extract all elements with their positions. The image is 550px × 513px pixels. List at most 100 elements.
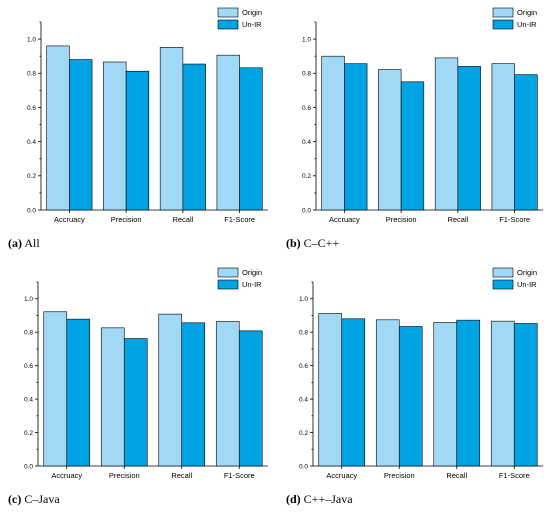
bar-origin — [378, 69, 402, 211]
caption-text: C–C++ — [303, 236, 340, 250]
bar-origin — [43, 311, 68, 467]
legend-swatch — [492, 19, 514, 30]
chart-panel-c-cpp: 0.0 0.2 0.4 0.6 0.8 1.0 Accruacy Precision Recal… — [275, 0, 550, 235]
y-tick-label: 0.8 — [24, 329, 33, 336]
bar-origin — [491, 63, 515, 211]
y-tick-label: 0.4 — [302, 139, 311, 146]
bar-origin — [103, 61, 127, 211]
x-tick-label: Recall — [446, 471, 467, 480]
legend-label: Un-IR — [517, 280, 537, 289]
bar-un-ir — [514, 74, 538, 211]
x-tick-label: Accruacy — [329, 215, 360, 224]
y-tick-label: 0.6 — [299, 363, 308, 370]
x-tick-label: Accruacy — [326, 471, 357, 480]
y-tick-label: 0.6 — [27, 105, 36, 112]
legend-label: Origin — [517, 8, 537, 17]
legend-swatch — [217, 7, 239, 18]
bar-origin — [434, 57, 459, 211]
caption-tag: (d) — [286, 492, 301, 506]
x-tick-label: F1-Score — [499, 471, 530, 480]
bar-origin — [158, 313, 183, 467]
x-tick-label: F1-Score — [224, 215, 255, 224]
x-tick-label: F1-Score — [499, 215, 530, 224]
bar-un-ir — [69, 59, 93, 211]
x-tick-label: F1-Score — [224, 471, 255, 480]
legend-swatch — [217, 19, 239, 30]
x-tick-label: Recall — [172, 215, 193, 224]
y-tick-label: 0.8 — [299, 329, 308, 336]
bar-un-ir — [457, 66, 481, 211]
legend-label: Un-IR — [242, 280, 262, 289]
caption-tag: (c) — [8, 492, 22, 506]
legend-label: Un-IR — [517, 20, 537, 29]
bar-origin — [375, 319, 400, 467]
caption-tag: (a) — [8, 236, 22, 250]
bar-un-ir — [66, 318, 91, 467]
y-tick-label: 1.0 — [302, 36, 311, 43]
y-tick-label: 0.6 — [302, 105, 311, 112]
caption-text: C++–Java — [303, 492, 353, 506]
x-tick-label: Precision — [386, 215, 417, 224]
bar-origin — [321, 55, 345, 211]
legend: Origin Un-IR — [492, 267, 537, 290]
bar-un-ir — [125, 70, 150, 211]
y-tick-label: 0.0 — [299, 463, 308, 470]
y-tick-label: 0.2 — [27, 173, 36, 180]
y-tick-label: 0.6 — [24, 363, 33, 370]
y-tick-label: 0.4 — [24, 396, 33, 403]
caption-text: All — [24, 236, 40, 250]
bar-chart: 0.0 0.2 0.4 0.6 0.8 1.0 Accruacy Precision Recal… — [299, 267, 543, 480]
x-tick-label: Precision — [384, 471, 415, 480]
legend: Origin Un-IR — [217, 7, 262, 30]
bar-origin — [433, 322, 458, 467]
y-tick-label: 0.0 — [27, 207, 36, 214]
bar-un-ir — [181, 322, 206, 467]
y-tick-label: 0.0 — [24, 463, 33, 470]
legend-swatch — [217, 267, 239, 278]
bar-origin — [215, 321, 240, 467]
legend-swatch — [492, 267, 514, 278]
chart-panel-all: 0.0 0.2 0.4 0.6 0.8 1.0 Accruacy Precision Recal… — [0, 0, 275, 235]
caption-c-cpp: (b) C–C++ — [286, 236, 339, 251]
bar-un-ir — [123, 338, 148, 467]
x-tick-label: Precision — [111, 215, 142, 224]
legend-label: Un-IR — [242, 20, 262, 29]
bar-origin — [100, 327, 125, 467]
legend: Origin Un-IR — [217, 267, 262, 290]
bar-un-ir — [513, 323, 538, 467]
caption-all: (a) All — [8, 236, 40, 251]
caption-tag: (b) — [286, 236, 301, 250]
caption-text: C–Java — [24, 492, 60, 506]
bar-chart: 0.0 0.2 0.4 0.6 0.8 1.0 Accruacy Precision Recal… — [24, 267, 268, 480]
x-tick-label: Recall — [447, 215, 468, 224]
caption-c-java: (c) C–Java — [8, 492, 60, 507]
x-tick-label: Accruacy — [51, 471, 82, 480]
y-tick-label: 0.8 — [302, 71, 311, 78]
bar-un-ir — [239, 67, 263, 211]
x-tick-label: Recall — [171, 471, 192, 480]
y-tick-label: 0.4 — [27, 139, 36, 146]
legend-label: Origin — [242, 268, 262, 277]
bar-un-ir — [238, 330, 263, 467]
y-tick-label: 0.8 — [27, 71, 36, 78]
legend-swatch — [492, 279, 514, 290]
y-tick-label: 0.4 — [299, 396, 308, 403]
legend: Origin Un-IR — [492, 7, 537, 30]
bar-origin — [490, 320, 515, 467]
x-tick-label: Accruacy — [54, 215, 85, 224]
legend-label: Origin — [242, 8, 262, 17]
bar-un-ir — [456, 319, 481, 467]
y-tick-label: 1.0 — [24, 296, 33, 303]
bar-un-ir — [398, 326, 423, 467]
bar-un-ir — [182, 63, 206, 211]
y-tick-label: 1.0 — [27, 36, 36, 43]
y-tick-label: 0.2 — [24, 430, 33, 437]
chart-panel-c-java: 0.0 0.2 0.4 0.6 0.8 1.0 Accruacy Precision Recal… — [0, 260, 275, 492]
bar-chart: 0.0 0.2 0.4 0.6 0.8 1.0 Accruacy Precision Recal… — [27, 7, 268, 224]
bar-un-ir — [344, 63, 368, 211]
legend-label: Origin — [517, 268, 537, 277]
bar-un-ir — [400, 81, 425, 211]
y-tick-label: 0.0 — [302, 207, 311, 214]
bar-origin — [318, 313, 343, 467]
bar-origin — [159, 46, 184, 211]
